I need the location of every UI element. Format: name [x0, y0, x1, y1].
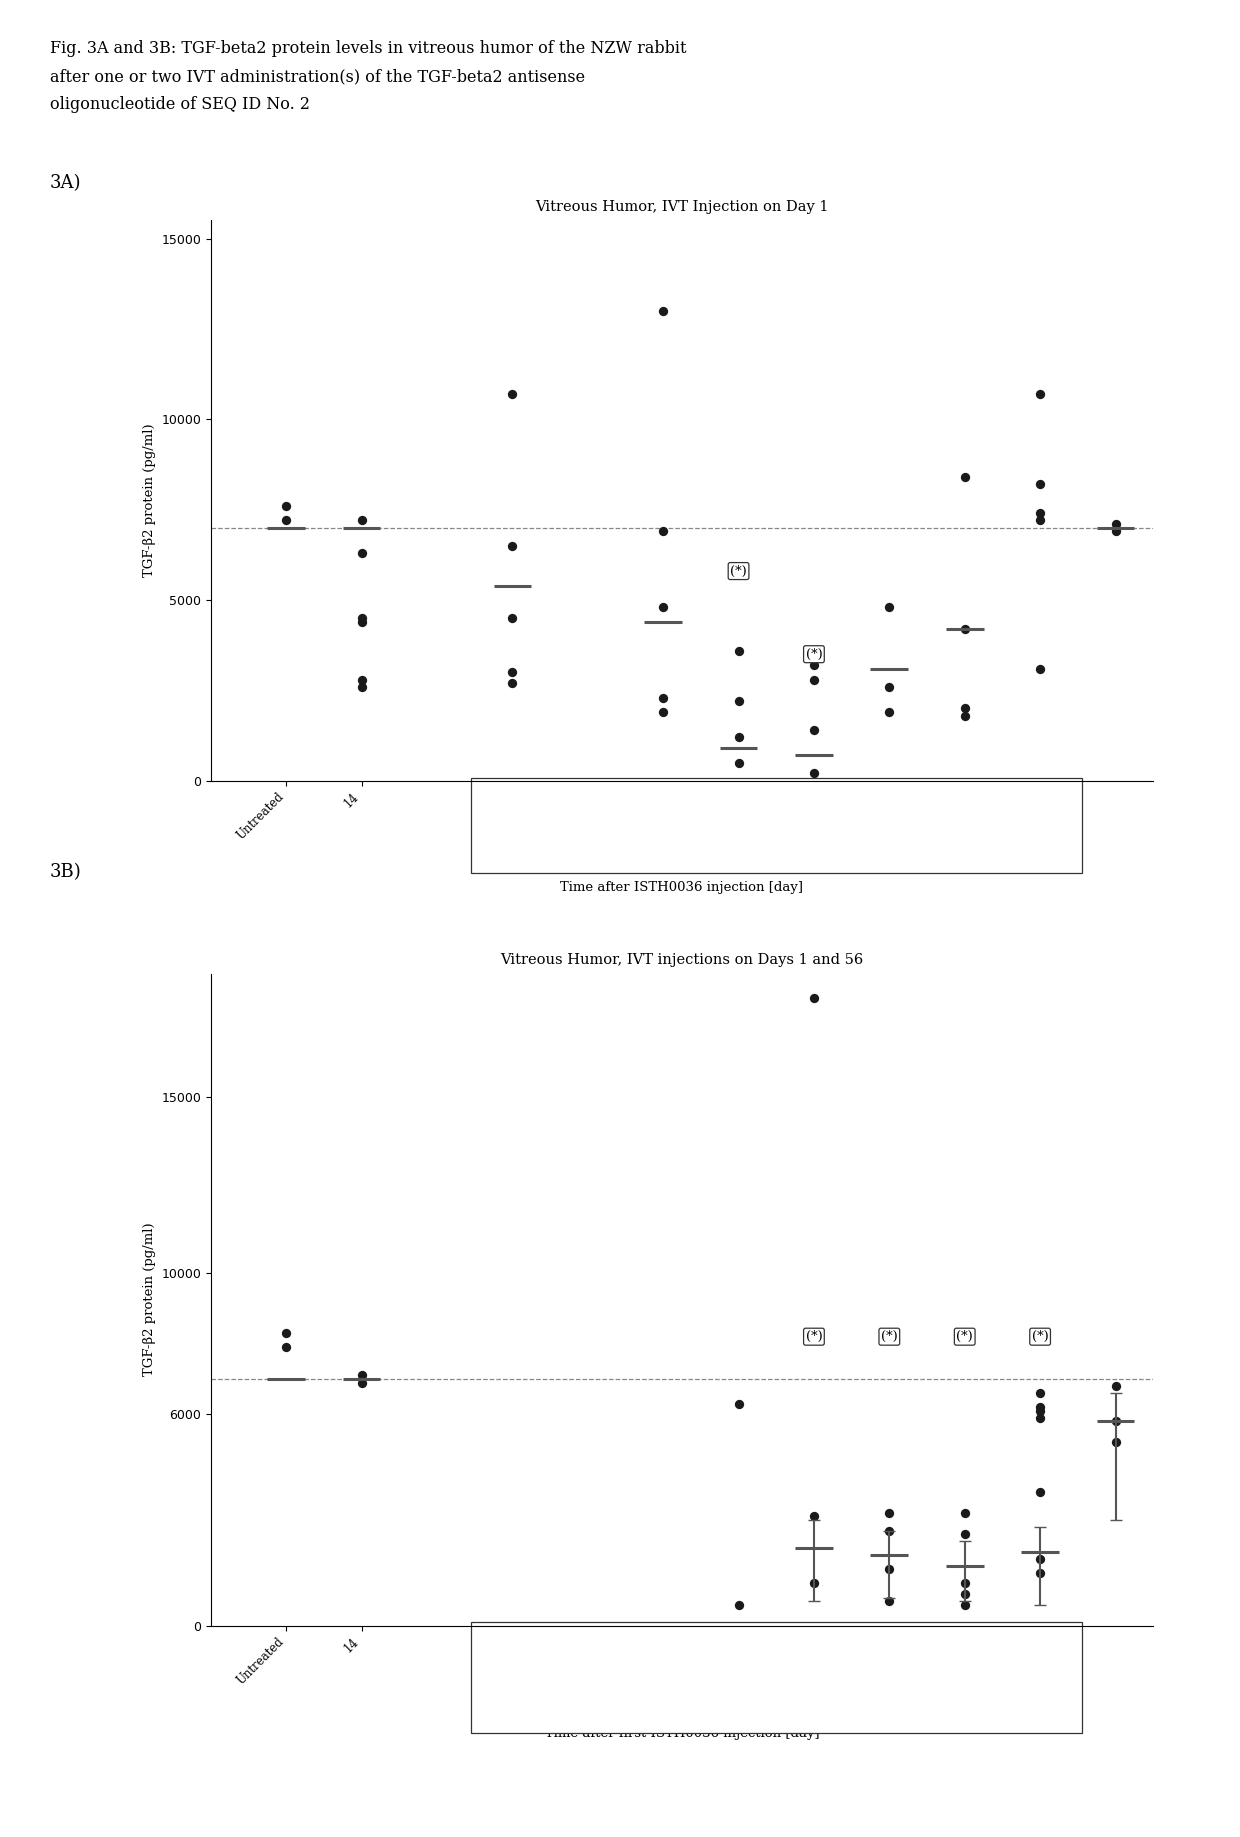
Point: [1106, 516, 1126, 546]
Text: after one or two IVT administration(s) of the TGF-beta2 antisense: after one or two IVT administration(s) o…: [50, 68, 585, 85]
Point: [1030, 498, 1050, 527]
Point: [1030, 470, 1050, 500]
Point: [729, 1589, 749, 1618]
Point: [653, 593, 673, 623]
Point: [1030, 505, 1050, 535]
Point: [1106, 1372, 1126, 1402]
Point: [955, 1519, 975, 1549]
Point: [804, 1503, 823, 1532]
X-axis label: Time after first ISTH0036 injection [day]: Time after first ISTH0036 injection [day…: [544, 1727, 820, 1740]
Point: [1106, 1407, 1126, 1437]
Point: [352, 665, 372, 694]
Point: [653, 296, 673, 325]
Point: [502, 603, 522, 632]
Text: (*): (*): [806, 648, 822, 661]
Point: [804, 759, 823, 788]
Point: [277, 1319, 296, 1348]
Point: [955, 614, 975, 643]
Text: (*): (*): [880, 1330, 898, 1343]
Point: [955, 694, 975, 724]
Point: [1030, 1396, 1050, 1426]
Point: [352, 1369, 372, 1398]
X-axis label: Time after ISTH0036 injection [day]: Time after ISTH0036 injection [day]: [560, 882, 804, 895]
Point: [1030, 378, 1050, 408]
Point: [352, 1361, 372, 1391]
Point: [955, 463, 975, 492]
FancyBboxPatch shape: [471, 1622, 1081, 1734]
Point: [955, 1580, 975, 1609]
Point: [879, 1587, 899, 1617]
Point: [1030, 1558, 1050, 1587]
Point: [277, 490, 296, 520]
Point: [879, 698, 899, 727]
Text: (*): (*): [956, 1330, 973, 1343]
Point: [1106, 509, 1126, 538]
Point: [502, 531, 522, 560]
Text: Fig. 3A and 3B: TGF-beta2 protein levels in vitreous humor of the NZW rabbit: Fig. 3A and 3B: TGF-beta2 protein levels…: [50, 40, 686, 57]
Point: [1030, 1477, 1050, 1506]
Point: [879, 1516, 899, 1545]
Point: [729, 748, 749, 777]
Point: [955, 1589, 975, 1618]
Point: [1030, 1403, 1050, 1433]
Point: [653, 683, 673, 713]
Point: [729, 1389, 749, 1418]
Title: Vitreous Humor, IVT injections on Days 1 and 56: Vitreous Humor, IVT injections on Days 1…: [501, 953, 863, 966]
Point: [352, 538, 372, 568]
Text: (*): (*): [1032, 1330, 1049, 1343]
Text: (*): (*): [806, 1330, 822, 1343]
Point: [1030, 1545, 1050, 1574]
Point: [352, 505, 372, 535]
Y-axis label: TGF-β2 protein (pg/ml): TGF-β2 protein (pg/ml): [143, 424, 156, 577]
Point: [804, 983, 823, 1012]
Point: [1030, 654, 1050, 683]
Point: [879, 1554, 899, 1583]
Point: [502, 378, 522, 408]
Point: [502, 669, 522, 698]
Point: [729, 636, 749, 665]
Point: [352, 672, 372, 702]
Text: oligonucleotide of SEQ ID No. 2: oligonucleotide of SEQ ID No. 2: [50, 96, 310, 112]
Point: [879, 593, 899, 623]
Point: [653, 698, 673, 727]
Point: [502, 658, 522, 687]
Point: [804, 665, 823, 694]
Point: [1106, 1427, 1126, 1457]
FancyBboxPatch shape: [471, 777, 1081, 873]
Point: [955, 1569, 975, 1598]
Point: [277, 1332, 296, 1361]
Point: [729, 687, 749, 716]
Text: 3B): 3B): [50, 863, 82, 882]
Point: [352, 606, 372, 636]
Title: Vitreous Humor, IVT Injection on Day 1: Vitreous Humor, IVT Injection on Day 1: [536, 200, 828, 213]
Point: [1030, 1392, 1050, 1422]
Text: 3A): 3A): [50, 175, 81, 193]
Point: [879, 1499, 899, 1528]
Point: [955, 702, 975, 731]
Point: [804, 650, 823, 680]
Point: [729, 722, 749, 751]
Point: [1030, 1378, 1050, 1407]
Point: [653, 516, 673, 546]
Point: [955, 1499, 975, 1528]
Point: [879, 672, 899, 702]
Point: [804, 1569, 823, 1598]
Point: [277, 505, 296, 535]
Y-axis label: TGF-β2 protein (pg/ml): TGF-β2 protein (pg/ml): [143, 1223, 156, 1376]
Text: (*): (*): [730, 564, 746, 577]
Point: [352, 603, 372, 632]
Point: [804, 715, 823, 744]
